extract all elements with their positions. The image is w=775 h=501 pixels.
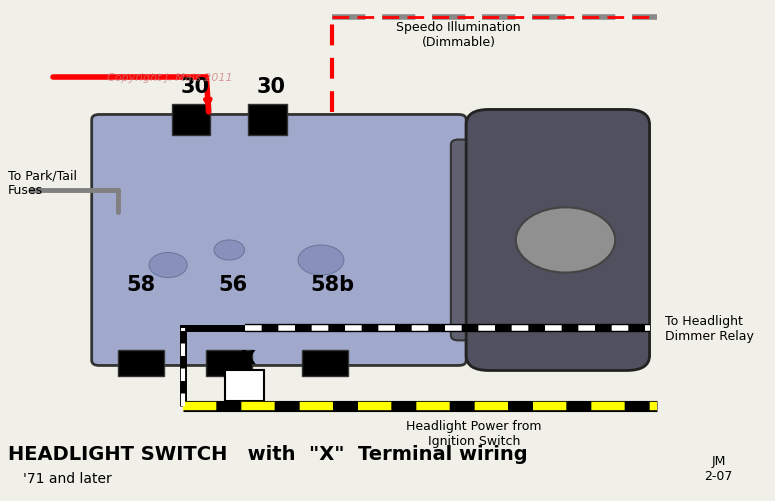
FancyBboxPatch shape (451, 140, 512, 341)
Text: 30: 30 (257, 77, 286, 97)
Text: Copyright J. Mais 2011: Copyright J. Mais 2011 (107, 73, 232, 83)
Text: To Headlight
Dimmer Relay: To Headlight Dimmer Relay (665, 314, 754, 342)
Text: X: X (241, 348, 256, 367)
Bar (226, 371, 264, 401)
Circle shape (516, 208, 615, 273)
Text: Speedo Illumination
(Dimmable): Speedo Illumination (Dimmable) (396, 21, 521, 49)
Text: 58: 58 (127, 275, 156, 295)
Text: 30: 30 (181, 77, 209, 97)
Bar (119, 351, 164, 376)
Circle shape (214, 240, 245, 261)
Bar (248, 105, 287, 135)
FancyBboxPatch shape (91, 115, 467, 366)
Text: '71 and later: '71 and later (23, 471, 112, 485)
Text: Headlight Power from
Ignition Switch: Headlight Power from Ignition Switch (406, 419, 542, 447)
Bar (206, 351, 252, 376)
Circle shape (149, 253, 188, 278)
FancyBboxPatch shape (467, 110, 649, 371)
Bar (172, 105, 210, 135)
Text: 58b: 58b (310, 275, 354, 295)
Text: JM
2-07: JM 2-07 (704, 454, 732, 482)
Text: To Park/Tail
Fuses: To Park/Tail Fuses (8, 169, 77, 197)
Text: 56: 56 (219, 275, 248, 295)
Bar (301, 351, 348, 376)
Circle shape (298, 245, 344, 276)
Text: HEADLIGHT SWITCH   with  "X"  Terminal wiring: HEADLIGHT SWITCH with "X" Terminal wirin… (8, 444, 527, 463)
